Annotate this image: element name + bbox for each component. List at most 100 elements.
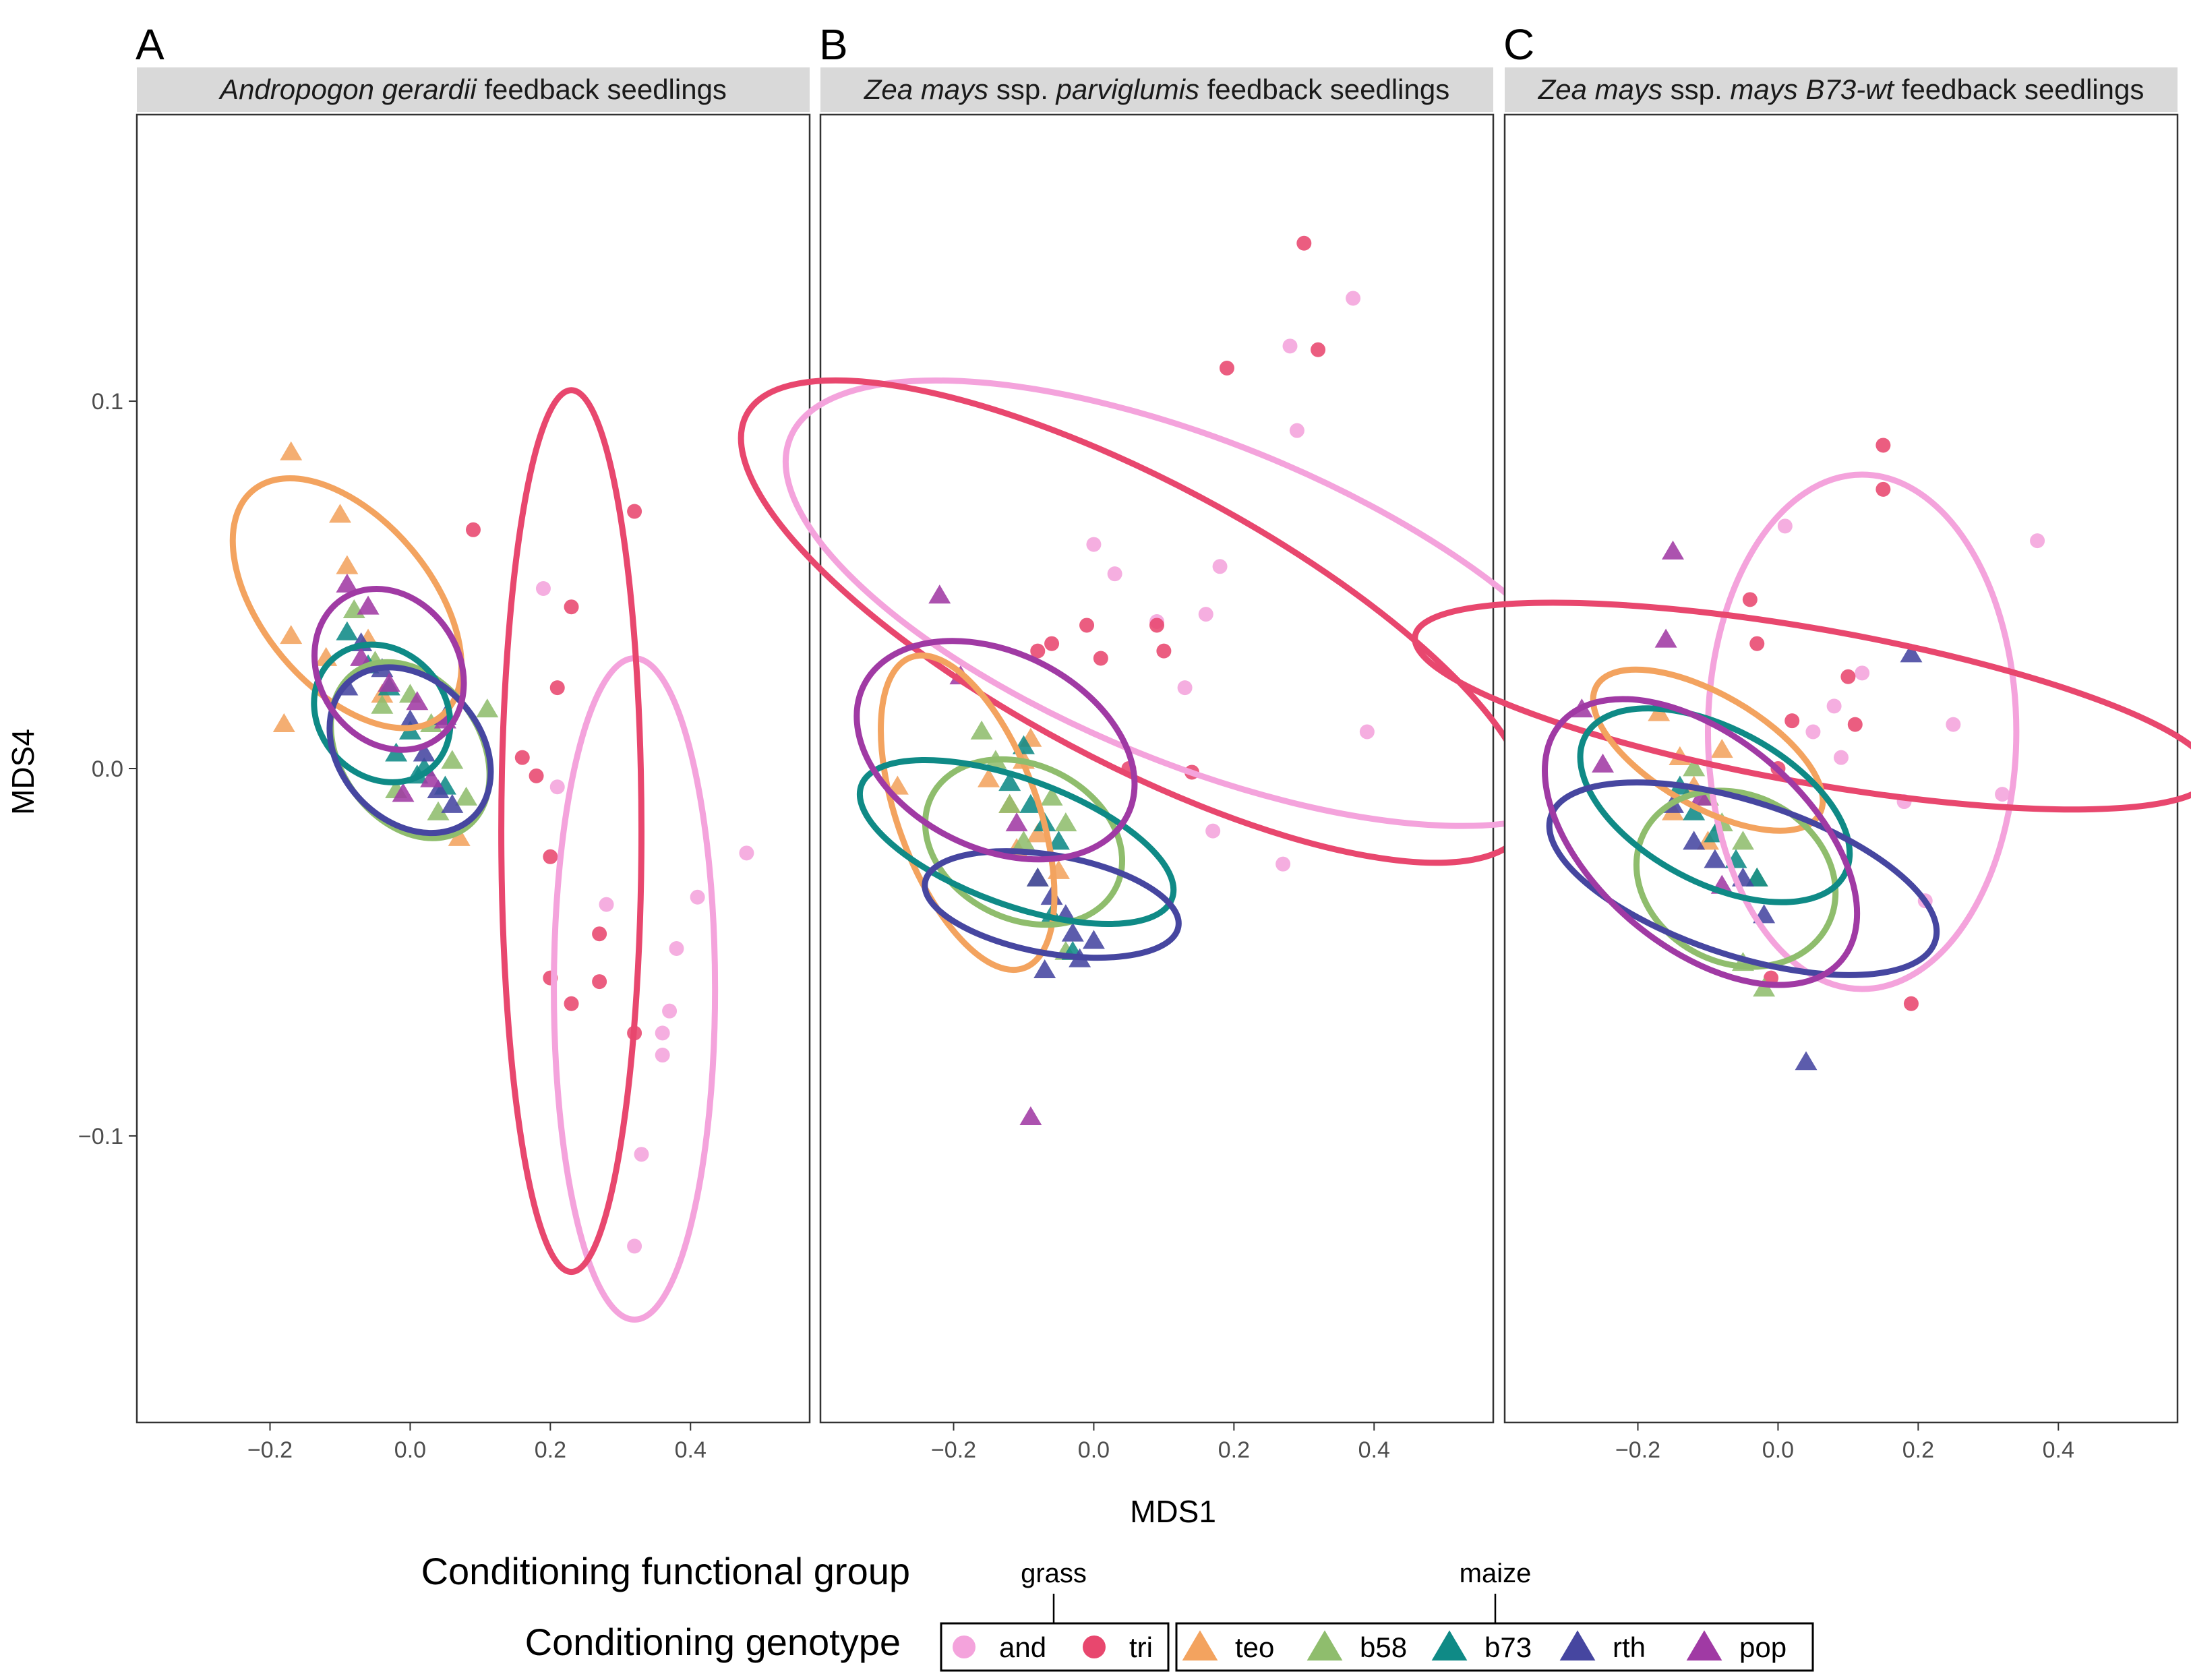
point-rth <box>1061 922 1084 942</box>
point-and <box>690 889 705 905</box>
legend-label-tri: tri <box>1129 1631 1153 1663</box>
legend-key-tri <box>1083 1636 1106 1658</box>
legend-item-teo: teo <box>1182 1630 1274 1663</box>
x-tick-label: 0.2 <box>535 1437 566 1463</box>
legend-box-maize <box>1175 1622 1814 1672</box>
point-tri <box>592 974 607 990</box>
legend-item-and: and <box>953 1631 1046 1663</box>
point-and <box>1946 717 1961 732</box>
point-and <box>549 779 565 795</box>
point-rth <box>413 742 436 762</box>
point-b58 <box>455 786 478 806</box>
point-pop <box>1592 753 1615 773</box>
point-and <box>1777 518 1793 534</box>
point-b58 <box>441 750 464 769</box>
y-tick-label: 0.0 <box>92 756 123 782</box>
point-and <box>1289 423 1304 438</box>
x-axis-title: MDS1 <box>1130 1494 1216 1529</box>
point-teo <box>328 504 351 523</box>
x-tick-label: 0.0 <box>394 1437 426 1463</box>
y-axis-title: MDS4 <box>5 729 40 815</box>
legend-label-teo: teo <box>1235 1631 1274 1663</box>
point-teo <box>280 441 303 460</box>
legend-item-rth: rth <box>1559 1630 1646 1663</box>
ellipse-teo <box>229 475 464 731</box>
point-teo <box>336 555 359 574</box>
point-tri <box>549 680 565 696</box>
point-teo <box>272 713 295 732</box>
point-and <box>1205 823 1221 839</box>
point-pop <box>357 595 380 615</box>
point-b58 <box>476 698 499 718</box>
ellipse-tri <box>1412 599 2191 813</box>
facet-strip <box>1505 67 2178 112</box>
point-tri <box>1749 636 1765 651</box>
point-and <box>1855 665 1870 681</box>
legend-group-maize: maize <box>1460 1559 1532 1588</box>
ellipse-b73 <box>1577 705 1853 905</box>
point-b58 <box>998 793 1021 813</box>
facet-title: Zea mays ssp. mays B73-wt feedback seedl… <box>1538 73 2144 105</box>
point-and <box>1834 750 1849 765</box>
legend-label-b73: b73 <box>1484 1631 1532 1663</box>
point-and <box>1275 856 1291 872</box>
point-tri <box>1079 618 1095 633</box>
point-and <box>1826 698 1842 714</box>
point-and <box>599 897 614 912</box>
x-tick-label: 0.4 <box>1358 1437 1390 1463</box>
point-tri <box>1030 643 1046 659</box>
point-and <box>662 1003 678 1019</box>
legend-key-teo <box>1182 1630 1218 1661</box>
point-pop <box>928 584 951 604</box>
legend-label-and: and <box>999 1631 1046 1663</box>
confidence-ellipses <box>1412 471 2191 992</box>
legend: Conditioning functional group Conditioni… <box>421 1550 1814 1672</box>
point-b58 <box>1040 786 1063 806</box>
ellipse-pop <box>311 585 467 753</box>
point-and <box>2030 533 2045 549</box>
legend-item-b73: b73 <box>1431 1630 1532 1663</box>
x-tick-label: 0.4 <box>2043 1437 2074 1463</box>
plot-frame <box>136 113 811 1424</box>
point-b58 <box>1012 831 1035 850</box>
point-pop <box>420 768 443 787</box>
point-b73 <box>1745 867 1768 887</box>
point-teo <box>1710 739 1733 758</box>
point-tri <box>466 522 481 537</box>
point-tri <box>1784 713 1800 729</box>
legend-key-pop <box>1686 1630 1722 1661</box>
point-tri <box>1903 996 1919 1011</box>
point-and <box>535 580 551 596</box>
confidence-ellipses <box>229 387 719 1323</box>
x-tick-label: 0.4 <box>675 1437 707 1463</box>
panel-b: B Zea mays ssp. parviglumis feedback seed… <box>738 20 1615 1463</box>
point-pop <box>1654 628 1677 648</box>
facet-strip <box>137 67 810 112</box>
point-rth <box>1033 959 1056 979</box>
plot-frame <box>1503 113 2179 1424</box>
legend-key-b58 <box>1307 1630 1343 1661</box>
legend-key-rth <box>1559 1630 1596 1661</box>
ellipse-teo <box>878 652 1058 973</box>
point-b73 <box>1047 831 1070 850</box>
point-and <box>1107 566 1122 582</box>
point-b58 <box>970 720 993 740</box>
panels: A Andropogon gerardii feedback seedlings −… <box>78 20 2191 1463</box>
panel-letter: A <box>136 20 164 69</box>
point-b73 <box>998 772 1021 791</box>
facet-title: Zea mays ssp. parviglumis feedback seedl… <box>864 73 1449 105</box>
point-tri <box>529 768 544 783</box>
point-rth <box>1082 930 1105 949</box>
point-b73 <box>336 621 359 640</box>
point-tri <box>627 504 642 519</box>
legend-functional-group-title: Conditioning functional group <box>421 1550 910 1592</box>
x-tick-label: −0.2 <box>931 1437 976 1463</box>
point-tri <box>1219 361 1234 376</box>
point-tri <box>1311 342 1326 357</box>
point-rth <box>1704 849 1727 868</box>
point-pop <box>350 647 373 666</box>
x-tick-label: 0.0 <box>1078 1437 1110 1463</box>
ellipse-b58 <box>922 756 1125 928</box>
